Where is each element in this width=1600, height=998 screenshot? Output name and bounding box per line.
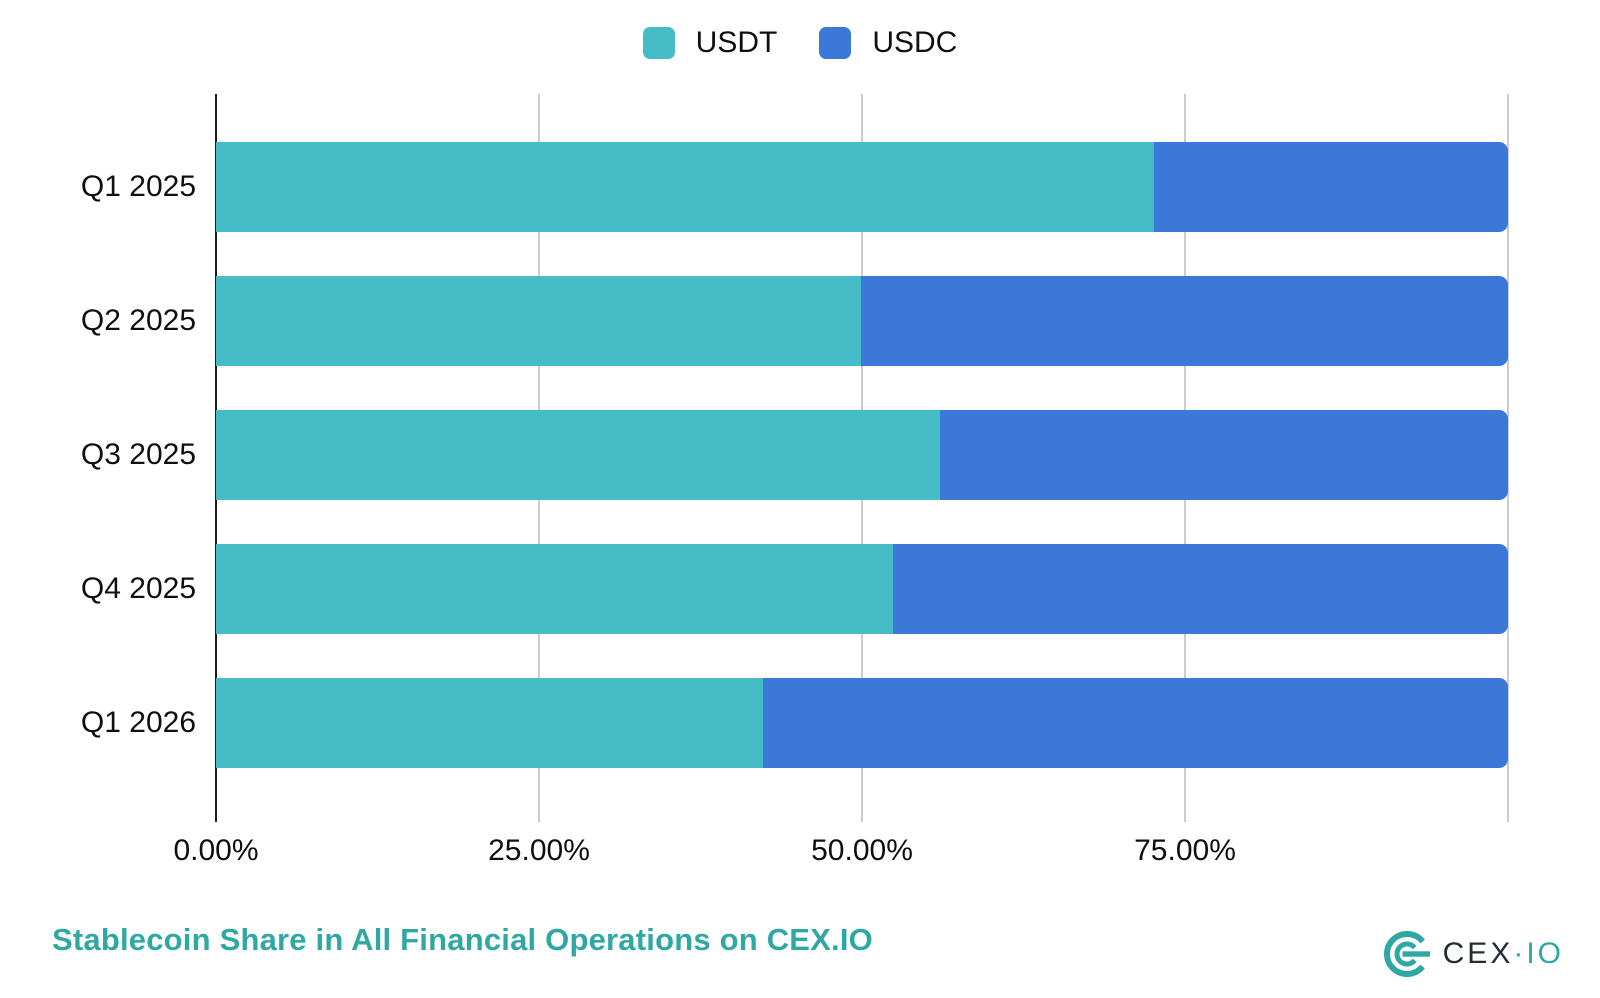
bar-row-q4-2025	[216, 544, 1508, 634]
gridline-100	[1507, 94, 1509, 822]
category-label: Q1 2025	[80, 170, 196, 203]
chart-plot-wrap: Q1 2025 Q2 2025 Q3 2025 Q4 2025 Q1 2026	[0, 94, 1600, 822]
legend-item-usdc: USDC	[819, 26, 957, 60]
category-label: Q2 2025	[80, 304, 196, 337]
category-label: Q4 2025	[80, 572, 196, 605]
bar-segment-usdc	[860, 276, 1508, 366]
logo-text-io: IO	[1526, 937, 1564, 970]
bar-segment-usdt	[216, 544, 893, 634]
x-tick-label: 75.00%	[1134, 834, 1236, 867]
x-tick-label: 25.00%	[488, 834, 590, 867]
legend-label: USDC	[872, 26, 958, 59]
bar-row-q1-2025	[216, 142, 1508, 232]
cexio-logo: CEX·IO	[1383, 930, 1564, 978]
bar-segment-usdc	[939, 410, 1508, 500]
bar-segment-usdc	[762, 678, 1508, 768]
bar-segment-usdc	[893, 544, 1508, 634]
logo-text-cex: CEX	[1442, 937, 1514, 970]
bar-segment-usdt	[216, 678, 763, 768]
cexio-logo-icon	[1383, 931, 1430, 977]
bar-segment-usdt	[216, 276, 861, 366]
logo-text-dot: ·	[1513, 937, 1527, 970]
legend-swatch-usdc	[819, 27, 852, 59]
x-tick-label: 50.00%	[811, 834, 913, 867]
cexio-logo-text: CEX·IO	[1443, 937, 1564, 971]
legend-item-usdt: USDT	[642, 26, 778, 60]
bar-segment-usdt	[216, 142, 1154, 232]
bar-row-q1-2026	[216, 678, 1508, 768]
bar-segment-usdt	[216, 410, 940, 500]
chart-title: Stablecoin Share in All Financial Operat…	[52, 922, 873, 957]
bar-segment-usdc	[1153, 142, 1508, 232]
x-axis-labels: 0.00% 25.00% 50.00% 75.00%	[173, 822, 1508, 872]
chart-legend: USDT USDC	[0, 26, 1600, 60]
plot-area	[215, 94, 1509, 822]
legend-swatch-usdt	[642, 27, 675, 59]
bar-row-q3-2025	[216, 410, 1508, 500]
category-label: Q3 2025	[80, 438, 196, 471]
y-axis-labels: Q1 2025 Q2 2025 Q3 2025 Q4 2025 Q1 2026	[0, 94, 196, 822]
bar-row-q2-2025	[216, 276, 1508, 366]
legend-label: USDT	[695, 26, 778, 59]
category-label: Q1 2026	[80, 706, 196, 739]
x-tick-label: 0.00%	[173, 834, 259, 867]
